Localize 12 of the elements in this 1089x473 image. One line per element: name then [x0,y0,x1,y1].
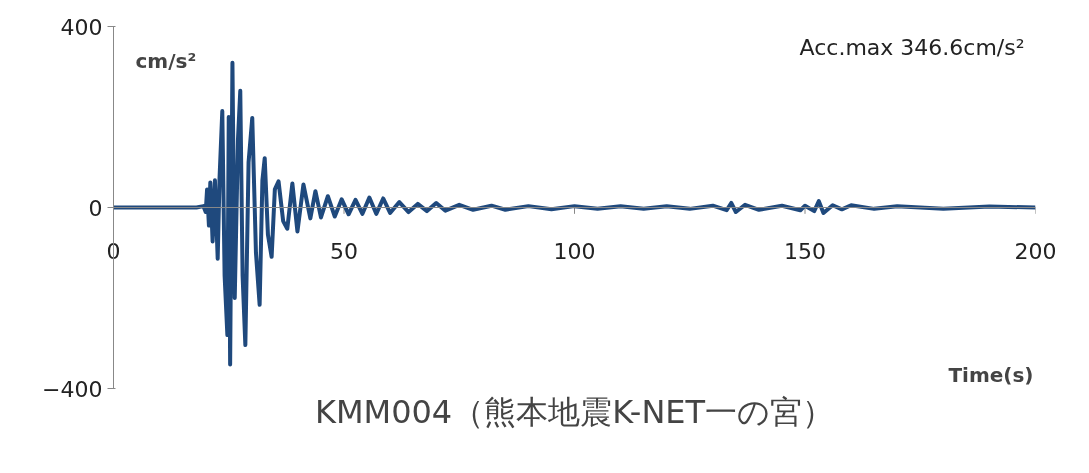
y-tick-label: 0 [88,195,103,221]
y-tick-label: −400 [42,376,103,402]
x-tick-label: 200 [1014,238,1057,264]
y-tick-label: 400 [60,14,103,40]
x-tick-label: 150 [784,238,826,264]
x-tick-label: 100 [553,238,596,264]
y-axis-title: cm/s² [135,48,197,73]
x-tick-label: 50 [330,238,358,264]
x-axis-title: Time(s) [948,362,1034,387]
annotation: Acc.max 346.6cm/s² [799,34,1025,60]
text: KMM004（熊本地震K-NET一の宮） [314,392,835,431]
x-tick-label: 0 [106,238,121,264]
